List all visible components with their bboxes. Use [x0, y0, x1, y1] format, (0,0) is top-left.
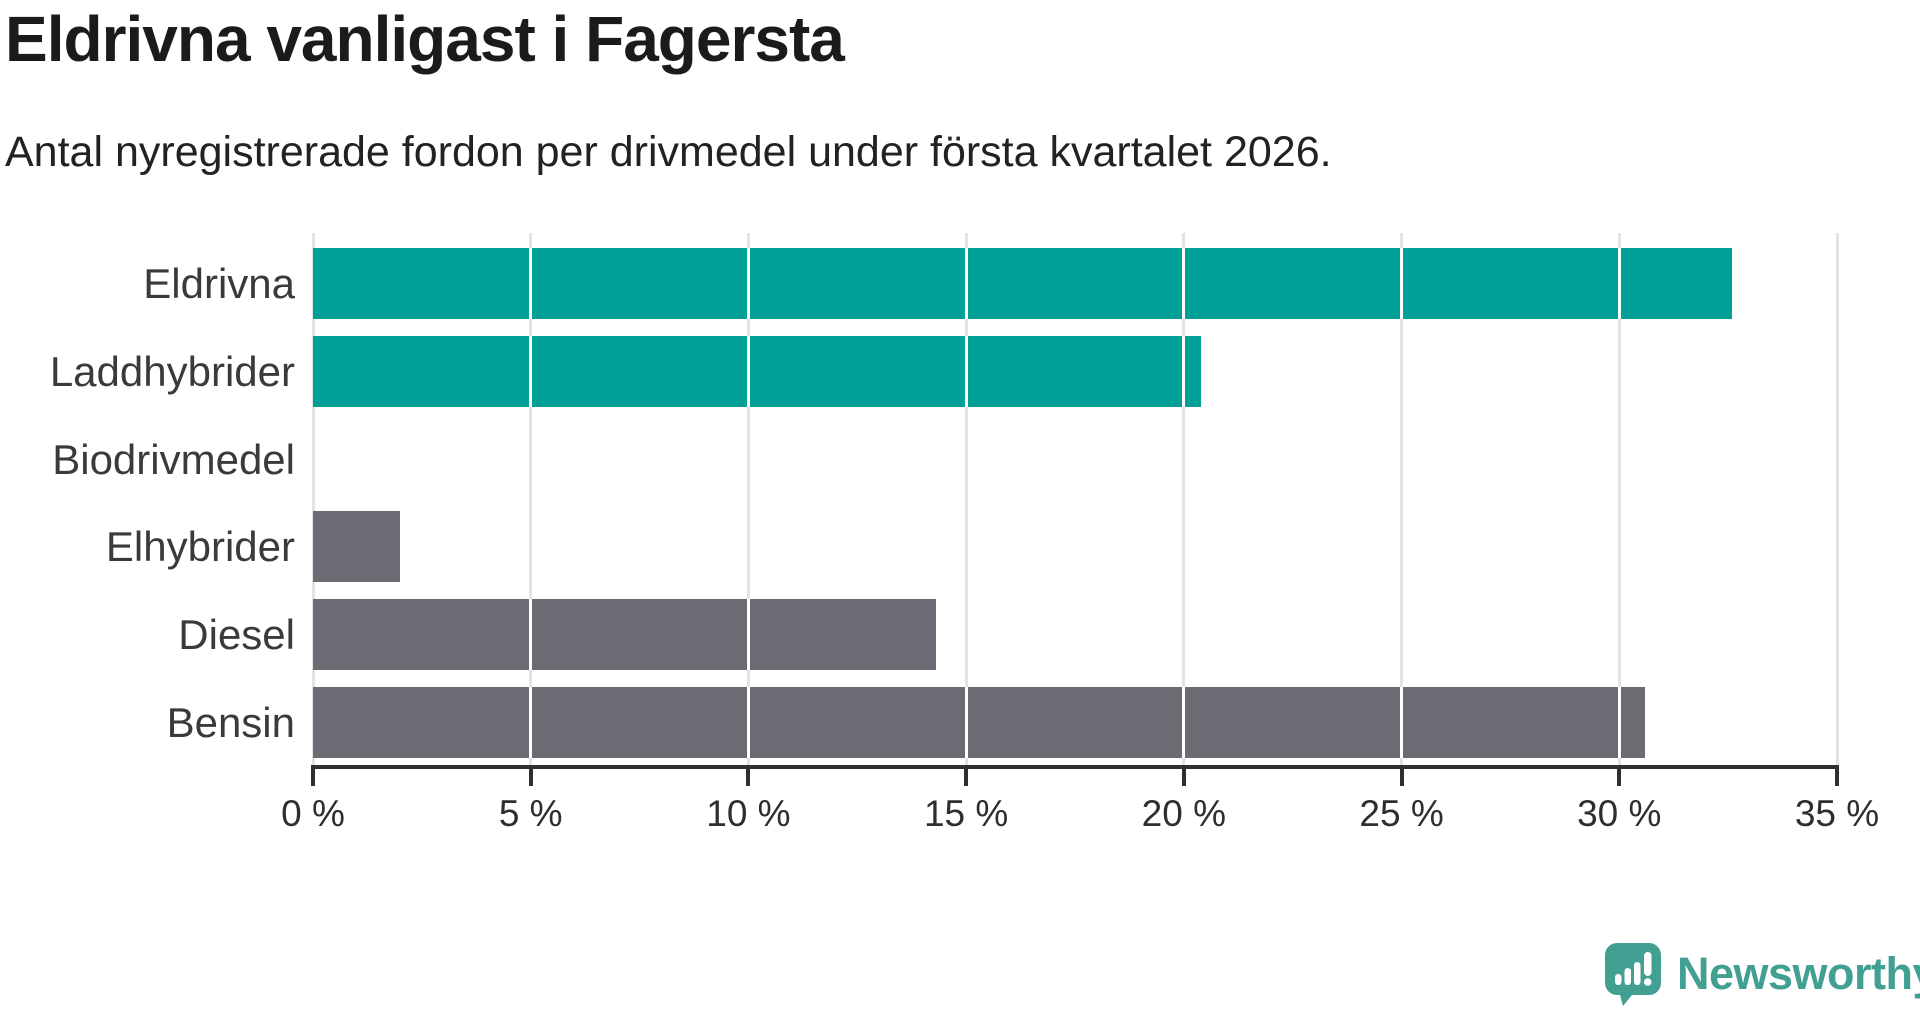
x-axis-tick — [311, 767, 315, 786]
x-axis-tick-label: 20 % — [1141, 793, 1227, 834]
x-axis-tick — [964, 767, 969, 786]
category-label: Laddhybrider — [49, 347, 295, 395]
gridline-overlay — [1182, 248, 1186, 319]
category-label: Eldrivna — [143, 260, 295, 307]
gridline-overlay — [746, 248, 750, 319]
gridline-overlay — [1182, 687, 1186, 758]
x-axis-tick — [1835, 767, 1839, 786]
x-axis-tick — [1181, 767, 1186, 786]
gridline — [529, 233, 533, 765]
x-axis-tick-label: 15 % — [923, 793, 1009, 834]
category-label: Biodrivmedel — [52, 435, 295, 483]
gridline — [1400, 233, 1404, 765]
bar-chart: Eldrivna Laddhybrider Biodrivmedel Elhybrid… — [0, 233, 1920, 834]
category-label: Diesel — [178, 611, 295, 659]
gridline-overlay — [529, 335, 533, 407]
gridline — [746, 233, 750, 765]
gridline-overlay — [746, 687, 750, 758]
x-axis-tick — [746, 767, 751, 786]
x-axis-line — [311, 765, 1839, 769]
bar-elhybrider — [313, 511, 401, 583]
chart-subtitle: Antal nyregistrerade fordon per drivmede… — [5, 128, 1332, 176]
gridline-overlay — [529, 687, 533, 758]
bar-eldrivna — [313, 248, 1733, 319]
x-axis-tick-label: 10 % — [706, 793, 791, 834]
x-axis-tick — [1617, 767, 1622, 786]
x-axis-tick-label: 35 % — [1794, 793, 1880, 834]
gridline-overlay — [964, 687, 968, 758]
gridline — [1617, 233, 1621, 765]
gridline — [311, 233, 315, 765]
category-axis: Eldrivna Laddhybrider Biodrivmedel Elhybrid… — [0, 233, 295, 765]
x-axis-tick-label: 0 % — [281, 793, 345, 834]
gridline-overlay — [1617, 248, 1621, 319]
bar-diesel — [313, 599, 936, 671]
gridline-overlay — [964, 335, 968, 407]
x-axis-tick — [1399, 767, 1404, 786]
gridline — [1835, 233, 1839, 765]
gridline-overlay — [1182, 335, 1186, 407]
x-axis-tick-label: 30 % — [1577, 793, 1662, 834]
gridline-overlay — [964, 248, 968, 319]
chart-title: Eldrivna vanligast i Fagersta — [5, 3, 845, 75]
category-label: Elhybrider — [105, 523, 295, 571]
gridline — [964, 233, 968, 765]
x-axis-tick-label: 5 % — [498, 793, 563, 834]
bar-bensin — [313, 687, 1646, 758]
gridline-overlay — [1400, 687, 1404, 758]
gridline-overlay — [529, 248, 533, 319]
x-axis-tick — [528, 767, 533, 786]
gridline-overlay — [1400, 248, 1404, 319]
gridline — [1182, 233, 1186, 765]
gridline-overlay — [1617, 687, 1621, 758]
category-label: Bensin — [166, 699, 295, 746]
gridline-overlay — [746, 335, 750, 407]
gridline-overlay — [529, 599, 533, 671]
plot-area: 0 % 5 % 10 % 15 % 20 % 25 % 30 % 35 % — [281, 233, 1879, 834]
x-axis-tick-label: 25 % — [1359, 793, 1444, 834]
bar-laddhybrider — [313, 335, 1202, 407]
newsworthy-logo: Newsworthy — [1604, 942, 1920, 1006]
gridline-overlay — [746, 599, 750, 671]
newsworthy-wordmark: Newsworthy — [1677, 948, 1920, 999]
newsworthy-icon — [1605, 943, 1661, 1006]
